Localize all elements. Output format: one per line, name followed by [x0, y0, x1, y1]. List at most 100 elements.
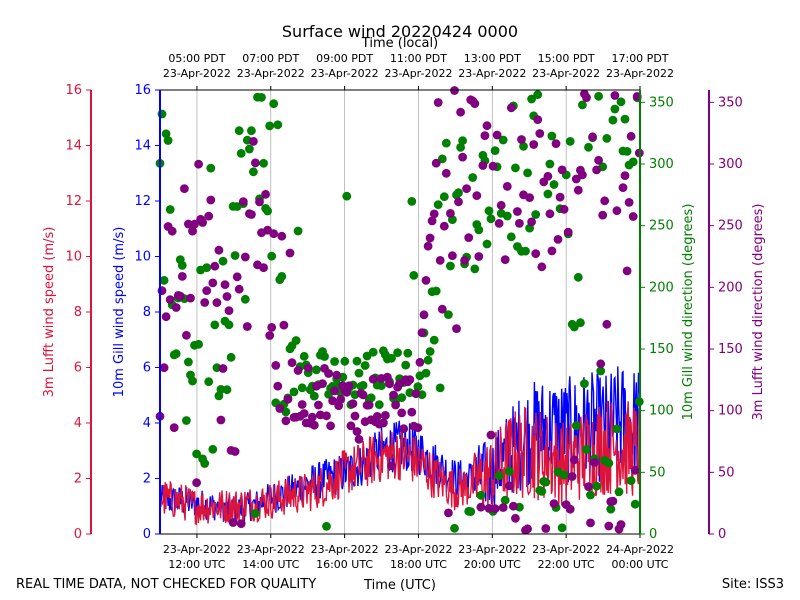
- lufft-direction-point: [511, 513, 520, 523]
- gill-direction-point: [519, 141, 528, 151]
- gill-direction-point: [429, 335, 439, 345]
- lufft-direction-point: [238, 197, 248, 207]
- gill-direction-point: [157, 109, 167, 119]
- lufft-direction-point: [523, 524, 532, 534]
- x-tick-label: 14:00 UTC: [242, 558, 299, 571]
- gill-direction-point: [202, 263, 212, 272]
- gill-direction-point: [407, 197, 417, 206]
- gill-direction-point: [437, 154, 447, 164]
- lufft-direction-point: [460, 256, 469, 265]
- lufft-direction-point: [549, 499, 559, 508]
- y-tick-label: 100: [718, 404, 743, 419]
- gill-direction-point: [387, 353, 396, 363]
- gill-direction-point: [330, 357, 339, 366]
- gill-direction-point: [444, 310, 453, 319]
- y-tick-label: 2: [74, 472, 82, 487]
- lufft-direction-point: [167, 226, 177, 236]
- gill-direction-point: [374, 400, 384, 409]
- lufft-direction-point: [242, 322, 252, 331]
- gill-direction-point: [257, 93, 266, 102]
- x-tick-label: 20:00 UTC: [464, 558, 521, 571]
- top-tick-label: 17:00 PDT: [611, 52, 668, 65]
- gill-direction-point: [289, 387, 299, 397]
- gill-direction-point: [511, 163, 520, 173]
- gill-direction-point: [622, 147, 632, 156]
- lufft-direction-point: [435, 256, 445, 265]
- gill-direction-point: [210, 320, 220, 330]
- top-tick-label: 07:00 PDT: [242, 52, 299, 65]
- lufft-direction-point: [405, 375, 415, 384]
- lufft-direction-point: [535, 129, 545, 138]
- lufft-direction-point: [517, 135, 526, 144]
- lufft-direction-point: [452, 324, 461, 333]
- x-axis-label: Time (UTC): [363, 578, 436, 593]
- lufft-direction-point: [464, 233, 474, 243]
- lufft-direction-point: [417, 328, 427, 338]
- lufft-direction-point: [551, 139, 561, 149]
- lufft-direction-point: [271, 361, 281, 370]
- lufft-direction-point: [478, 161, 488, 170]
- gill-direction-point: [277, 272, 287, 281]
- lufft-direction-point: [297, 400, 307, 409]
- gill-direction-point: [537, 487, 547, 496]
- lufft-direction-point: [545, 209, 555, 219]
- gill-direction-point: [576, 318, 585, 328]
- gill-direction-point: [582, 445, 591, 454]
- gill-direction-point: [594, 91, 603, 101]
- lufft-direction-point: [293, 366, 303, 375]
- lufft-direction-point: [448, 251, 457, 261]
- gill-direction-point: [628, 157, 638, 167]
- axes-layer: 23-Apr-2022 12:00 UTC 23-Apr-2022 14:00 UTC…: [42, 52, 766, 571]
- gill-direction-point: [403, 348, 413, 358]
- x-tick-label: 22:00 UTC: [538, 558, 595, 571]
- lufft-direction-point: [269, 229, 279, 239]
- lufft-direction-point: [220, 280, 230, 289]
- lufft-direction-point: [602, 319, 612, 329]
- lufft-direction-point: [600, 196, 610, 206]
- lufft-direction-points: [155, 86, 644, 535]
- gill-direction-point: [249, 167, 258, 177]
- y-axis-label: 3m Lufft wind direction (degrees): [751, 204, 766, 421]
- lufft-direction-point: [525, 193, 534, 203]
- gill-direction-point: [184, 357, 193, 367]
- x-tick-label: 23-Apr-2022: [311, 543, 379, 556]
- gill-direction-point: [409, 271, 419, 280]
- lufft-direction-point: [200, 298, 210, 307]
- x-tick-label: 18:00 UTC: [390, 558, 447, 571]
- lufft-direction-point: [444, 508, 453, 518]
- lufft-direction-point: [190, 219, 199, 229]
- lufft-direction-point: [322, 411, 331, 421]
- gill-direction-point: [557, 523, 567, 533]
- gill-direction-point: [368, 347, 378, 357]
- gill-direction-point: [446, 261, 455, 271]
- gill-direction-point: [474, 225, 484, 235]
- gill-direction-point: [456, 143, 465, 152]
- gill-direction-point: [259, 158, 268, 168]
- lufft-direction-point: [622, 266, 632, 276]
- top-tick-label: 09:00 PDT: [316, 52, 373, 65]
- lufft-direction-point: [273, 381, 283, 391]
- lufft-direction-point: [565, 504, 575, 514]
- x-tick-label: 23-Apr-2022: [163, 543, 231, 556]
- gill-direction-point: [293, 226, 303, 236]
- gill-direction-point: [182, 416, 191, 425]
- lufft-direction-point: [490, 504, 500, 513]
- gill-direction-point: [204, 377, 214, 387]
- lufft-direction-point: [429, 209, 439, 219]
- lufft-direction-point: [456, 107, 465, 117]
- lufft-direction-point: [425, 233, 435, 243]
- lufft-direction-point: [348, 399, 358, 408]
- x-tick-label: 12:00 UTC: [168, 558, 225, 571]
- lufft-direction-point: [224, 306, 234, 315]
- gill-direction-point: [159, 276, 169, 285]
- lufft-direction-point: [240, 252, 250, 262]
- lufft-direction-point: [364, 400, 374, 410]
- y-tick-label: 350: [649, 95, 674, 110]
- x-tick-label: 00:00 UTC: [611, 558, 668, 571]
- y-tick-label: 8: [143, 305, 151, 320]
- lufft-direction-point: [277, 231, 287, 241]
- lufft-direction-point: [328, 396, 337, 406]
- y-tick-label: 10: [134, 250, 151, 265]
- gill-direction-point: [393, 348, 402, 358]
- y-tick-label: 16: [65, 83, 82, 98]
